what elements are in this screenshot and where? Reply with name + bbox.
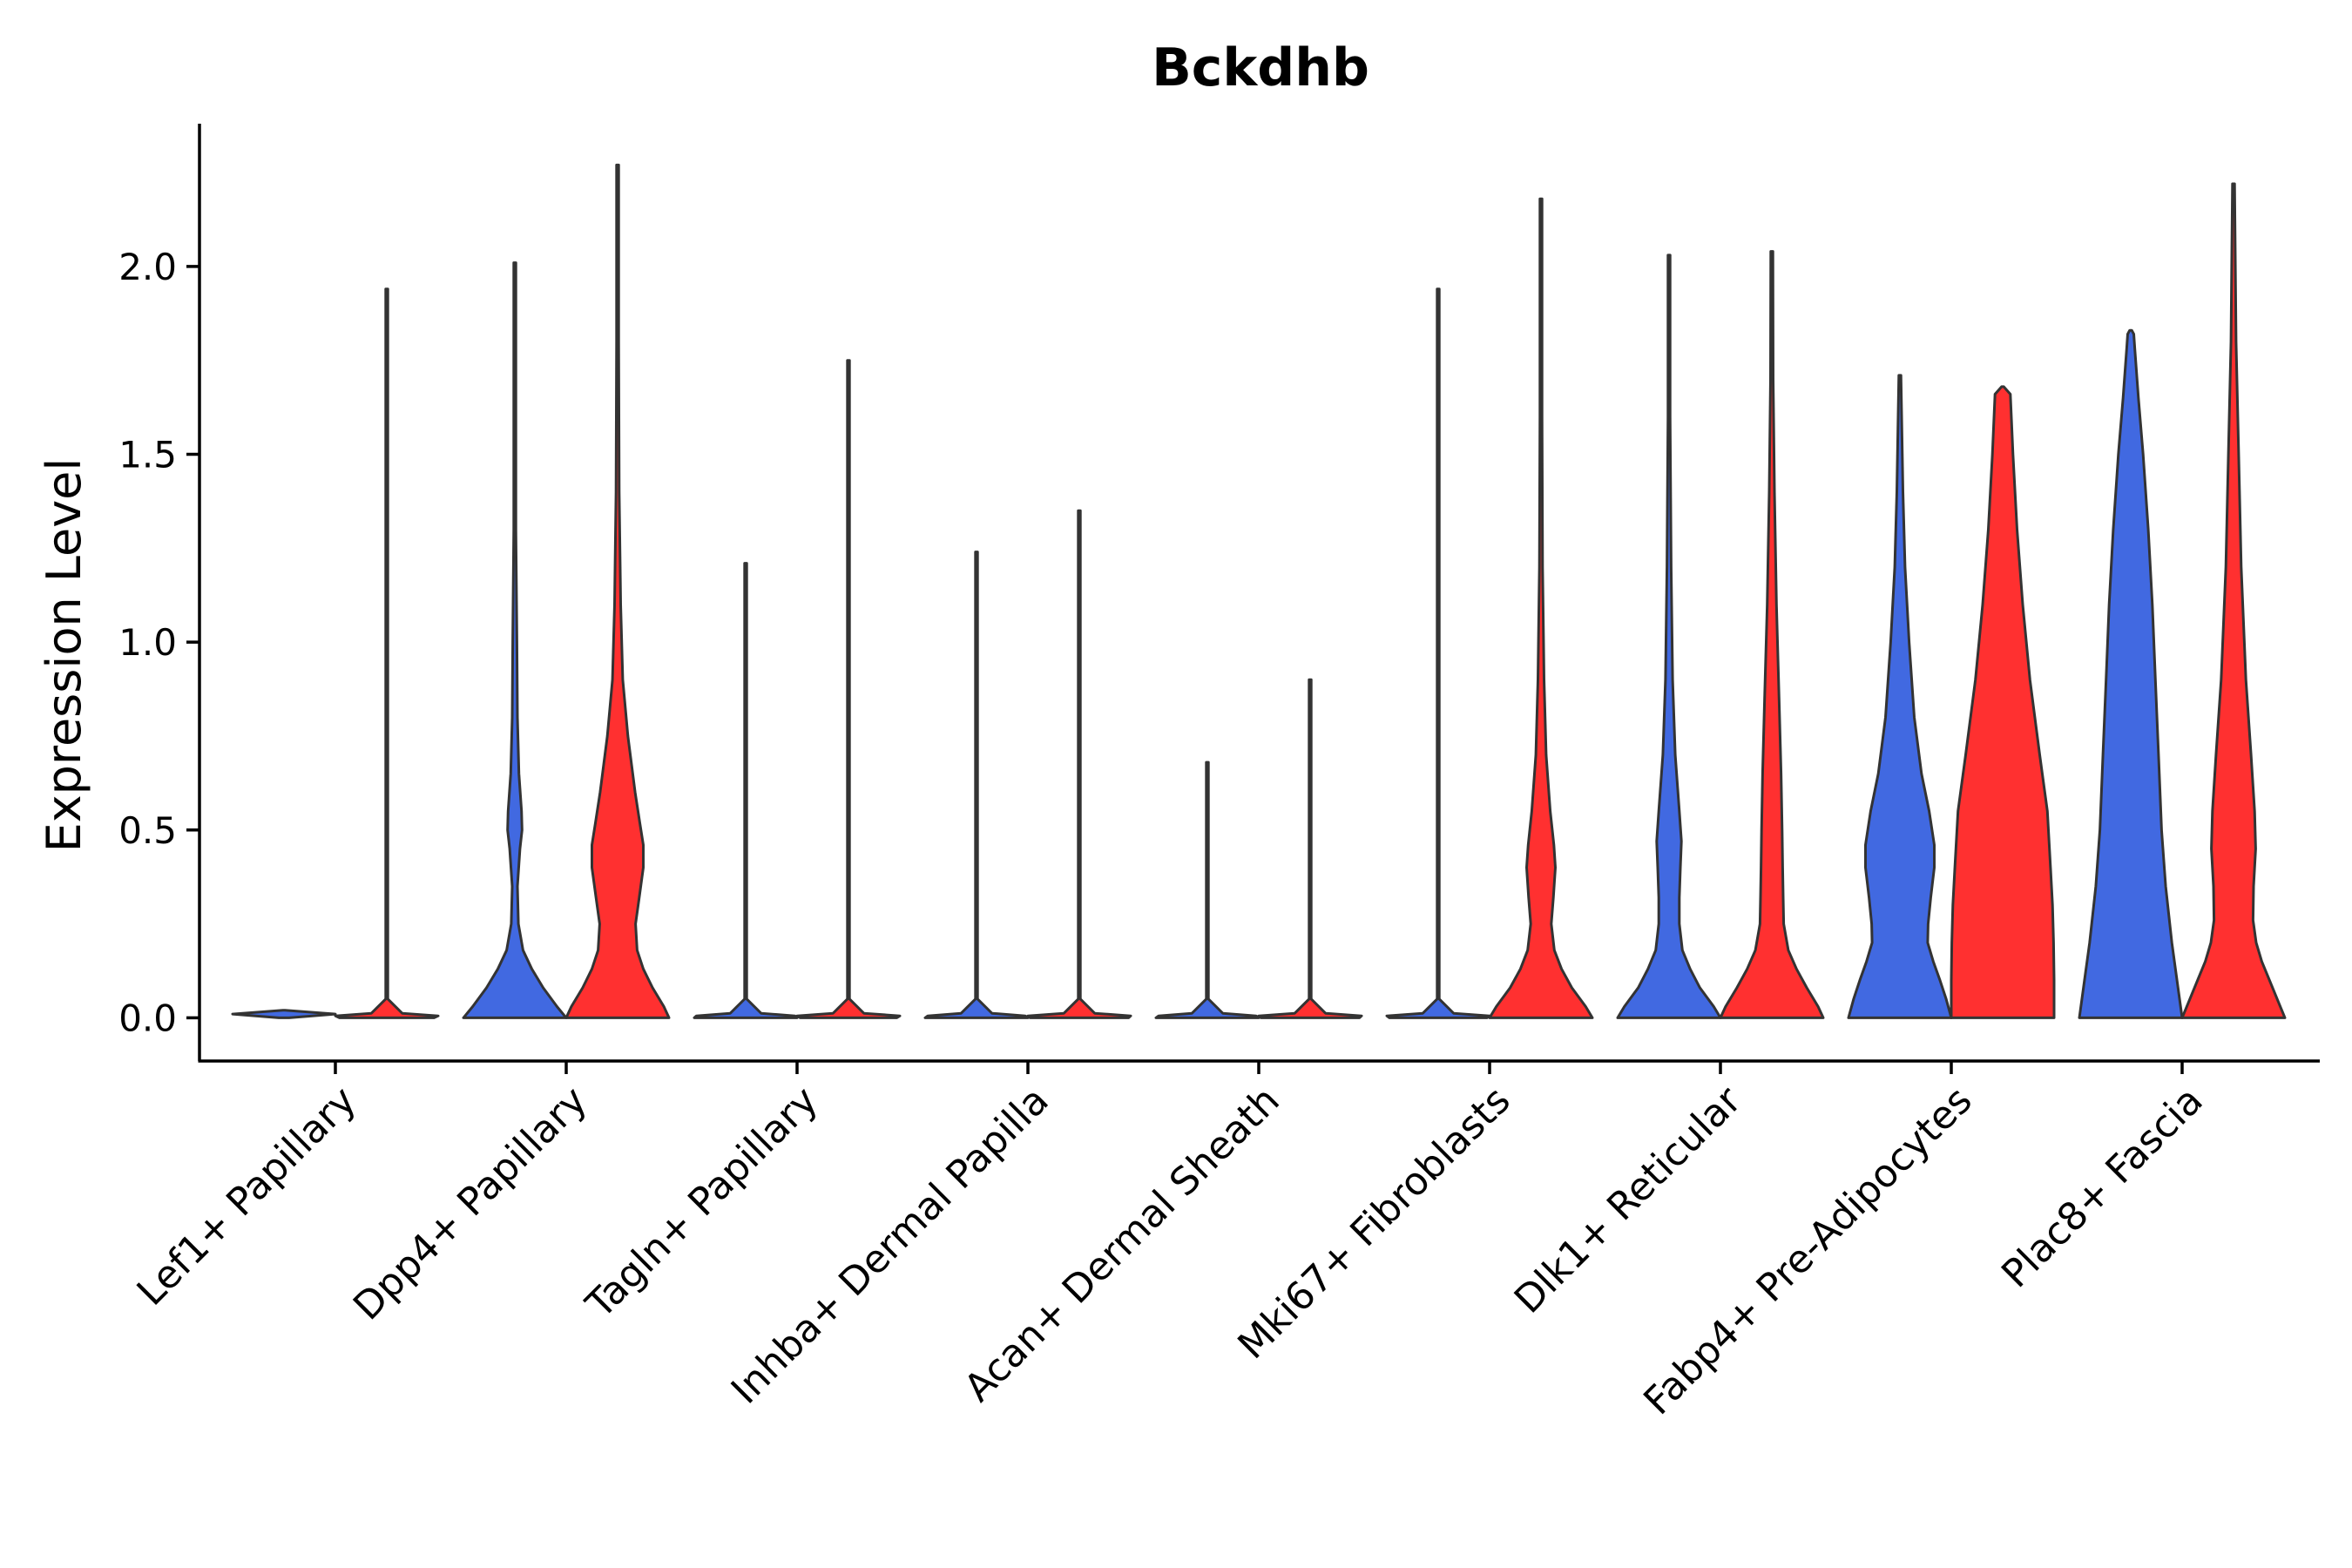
violin-b <box>564 163 671 1019</box>
violin-b <box>795 359 902 1019</box>
violin-a <box>923 551 1030 1019</box>
y-tick-label: 2.0 <box>118 246 177 288</box>
violin-b <box>1488 197 1594 1019</box>
violin-b <box>334 287 440 1019</box>
violin-a <box>1847 374 1953 1019</box>
violin-b <box>2180 182 2287 1019</box>
violin-a <box>1154 760 1260 1019</box>
violin-a <box>2078 328 2184 1019</box>
violin-a <box>231 1009 337 1019</box>
y-tick-label: 1.5 <box>118 434 177 476</box>
x-tick-label: Tagln+ Papillary <box>578 1078 827 1328</box>
y-tick-label: 0.0 <box>118 997 177 1039</box>
violin-a <box>1616 253 1722 1019</box>
violin-a <box>693 562 799 1019</box>
violin-b <box>1950 385 2056 1019</box>
violin-b <box>1026 509 1132 1019</box>
violin-a <box>462 261 568 1019</box>
chart-title: Bckdhb <box>1152 37 1369 98</box>
x-tick-label: Dpp4+ Papillary <box>345 1078 596 1329</box>
y-tick-label: 0.5 <box>118 809 177 852</box>
violin-b <box>1719 250 1825 1019</box>
violin-a <box>1385 287 1491 1019</box>
y-tick-label: 1.0 <box>118 621 177 664</box>
violin-b <box>1257 678 1363 1019</box>
x-tick-label: Dlk1+ Reticular <box>1506 1078 1751 1322</box>
violins-group <box>231 163 2287 1019</box>
x-tick-label: Lef1+ Papillary <box>129 1078 365 1315</box>
y-ticks-group: 0.0 0.5 1.0 1.5 2.0 <box>118 246 199 1039</box>
x-tick-label: Plac8+ Fascia <box>1993 1078 2212 1297</box>
y-axis-label: Expression Level <box>37 458 91 853</box>
